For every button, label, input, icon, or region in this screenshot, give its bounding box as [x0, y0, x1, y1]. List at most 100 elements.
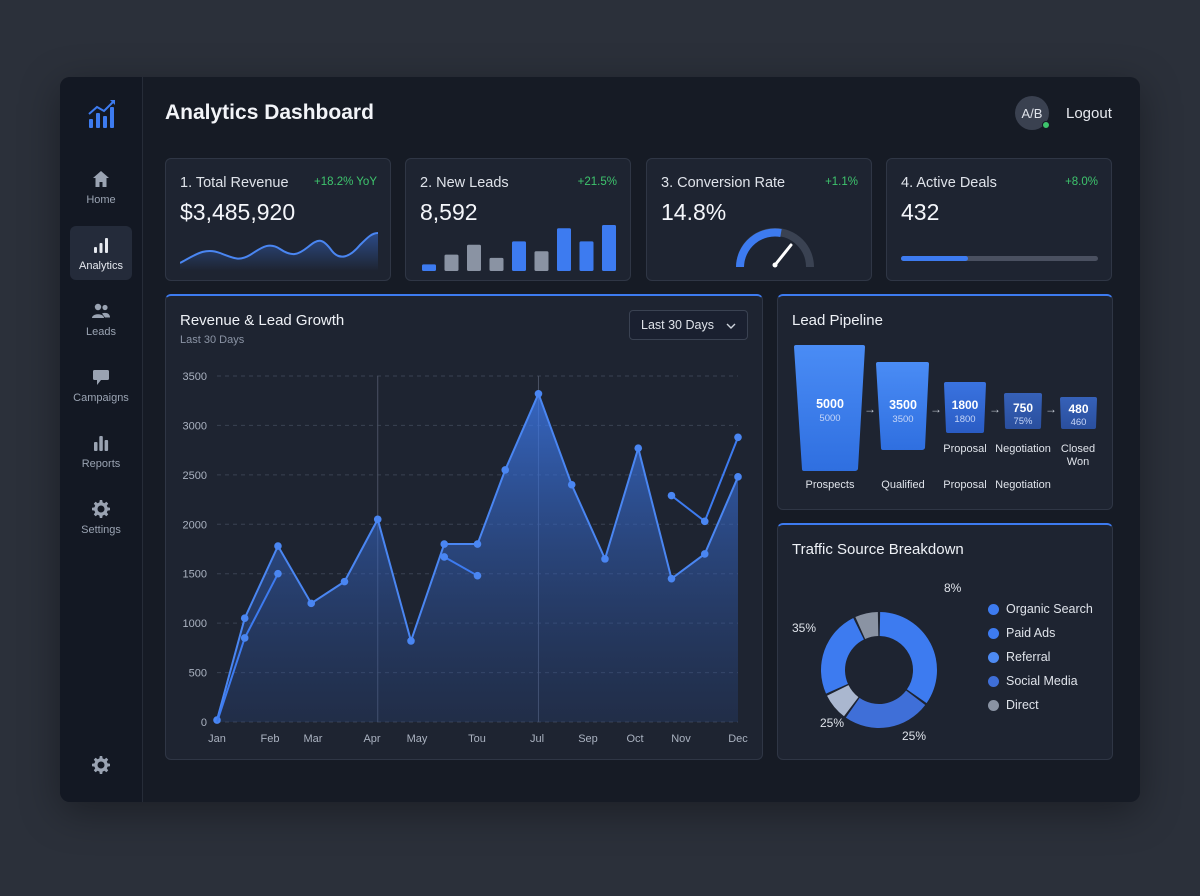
bar-mark: [444, 254, 459, 271]
data-point: [700, 517, 709, 526]
panel-title: Traffic Source Breakdown: [792, 541, 964, 558]
x-tick-label: Mar: [304, 733, 323, 745]
x-tick-label: Oct: [626, 733, 643, 745]
legend-dot: [988, 651, 999, 663]
data-point: [700, 550, 709, 558]
date-range-value: Last 30 Days: [641, 318, 714, 332]
gear-icon[interactable]: [91, 755, 111, 775]
panel-title: Lead Pipeline: [792, 312, 883, 329]
x-tick-label: Dec: [728, 733, 748, 745]
megaphone-icon: [93, 369, 109, 385]
sidebar-item-label: Campaigns: [73, 391, 129, 404]
gear-icon: [92, 499, 110, 518]
avatar-initials: A/B: [1021, 105, 1043, 121]
x-tick-label: Jan: [208, 733, 226, 745]
stage-subvalue: 460: [1070, 417, 1087, 428]
legend-label: Organic Search: [1006, 602, 1093, 616]
bar-mark: [489, 257, 504, 271]
legend-item-social-media: Social Media: [988, 674, 1078, 688]
avatar[interactable]: A/B: [1015, 96, 1050, 130]
y-tick-label: 0: [201, 717, 207, 729]
date-range-dropdown[interactable]: Last 30 Days: [629, 310, 748, 340]
series-line: [443, 556, 478, 577]
kpi-title: 1. Total Revenue: [180, 175, 289, 191]
stage-value: 1800: [951, 398, 979, 412]
slice-label: 25%: [820, 716, 845, 730]
stage-subvalue: 75%: [1013, 416, 1033, 427]
data-point: [534, 389, 543, 398]
revenue-lead-growth-panel: Revenue & Lead Growth Last 30 Days Last …: [165, 294, 763, 760]
kpi-value: 14.8%: [661, 199, 727, 225]
x-tick-label: Jul: [530, 733, 544, 745]
kpi-card-total-revenue: 1. Total Revenue +18.2% YoY $3,485,920: [165, 158, 391, 281]
chevron-down-icon: [726, 323, 736, 329]
x-tick-label: Nov: [671, 733, 691, 745]
stage-subvalue: 3500: [892, 414, 914, 425]
stage-label: Negotiation: [995, 479, 1051, 491]
arrow-right-icon: →: [864, 402, 876, 416]
kpi-delta: +21.5%: [577, 176, 617, 188]
kpi-card-conversion-rate: 3. Conversion Rate +1.1% 14.8%: [646, 158, 872, 281]
data-point: [440, 540, 449, 548]
conversion-gauge: [736, 228, 814, 268]
bar-mark: [512, 241, 526, 271]
data-point: [734, 473, 742, 481]
pipeline-stage-proposal: [944, 382, 986, 433]
data-point: [473, 571, 482, 580]
revenue-sparkline: [180, 232, 378, 271]
sidebar-item-leads[interactable]: Leads: [70, 292, 132, 346]
data-point: [274, 569, 282, 578]
pipeline-stage-negotiation: [1004, 393, 1042, 429]
kpi-title: 3. Conversion Rate: [661, 175, 786, 191]
logout-button[interactable]: Logout: [1066, 105, 1112, 122]
slice-label: 8%: [944, 581, 962, 595]
arrow-right-icon: →: [930, 402, 942, 416]
sidebar-item-label: Leads: [86, 325, 116, 338]
data-point: [407, 637, 415, 645]
x-tick-label: May: [407, 733, 428, 745]
y-tick-label: 2500: [183, 470, 207, 482]
data-point: [307, 599, 316, 608]
stage-inner-label: Proposal: [943, 443, 987, 455]
legend-label: Paid Ads: [1006, 626, 1056, 640]
x-tick-label: Feb: [261, 733, 280, 745]
sidebar-item-reports[interactable]: Reports: [70, 424, 132, 478]
stage-value: 480: [1068, 402, 1089, 416]
lead-pipeline-panel: Lead Pipeline 5000 5000 3500 3500 1800 1…: [777, 294, 1113, 510]
stage-subvalue: 1800: [954, 414, 976, 425]
traffic-donut-chart: [821, 612, 937, 728]
dashboard-window: Home Analytics Leads Campaigns Reports S…: [60, 77, 1140, 802]
sidebar-item-settings[interactable]: Settings: [70, 490, 132, 544]
legend-label: Referral: [1006, 650, 1051, 664]
stage-label: Proposal: [943, 479, 987, 491]
kpi-delta: +1.1%: [825, 176, 858, 188]
area-fill: [217, 393, 738, 722]
data-point: [274, 542, 282, 550]
sidebar-item-campaigns[interactable]: Campaigns: [70, 358, 132, 412]
slice-label: 35%: [792, 621, 817, 635]
panel-title: Revenue & Lead Growth: [180, 312, 345, 329]
active-deals-progress-fill: [901, 256, 968, 261]
pipeline-stage-qualified: [876, 362, 929, 450]
legend-dot: [988, 627, 999, 639]
data-point: [667, 574, 676, 583]
legend-dot: [988, 603, 999, 615]
bar-mark: [534, 251, 549, 271]
sidebar-item-label: Analytics: [78, 259, 124, 272]
home-icon: [93, 170, 109, 187]
kpi-title: 4. Active Deals: [901, 175, 997, 191]
kpi-value: $3,485,920: [180, 199, 296, 225]
data-point: [473, 540, 482, 548]
kpi-value: 432: [901, 199, 940, 225]
data-point: [501, 466, 510, 474]
kpi-value: 8,592: [420, 199, 478, 225]
legend-item-referral: Referral: [988, 650, 1050, 664]
bar-mark: [422, 264, 436, 271]
y-tick-label: 500: [189, 668, 207, 680]
donut-slice: [827, 685, 859, 717]
sidebar-item-home[interactable]: Home: [70, 160, 132, 214]
logo-icon: [88, 100, 115, 128]
active-deals-progress-track: [901, 256, 1098, 261]
data-point: [373, 515, 382, 524]
sidebar-item-analytics[interactable]: Analytics: [70, 226, 132, 280]
